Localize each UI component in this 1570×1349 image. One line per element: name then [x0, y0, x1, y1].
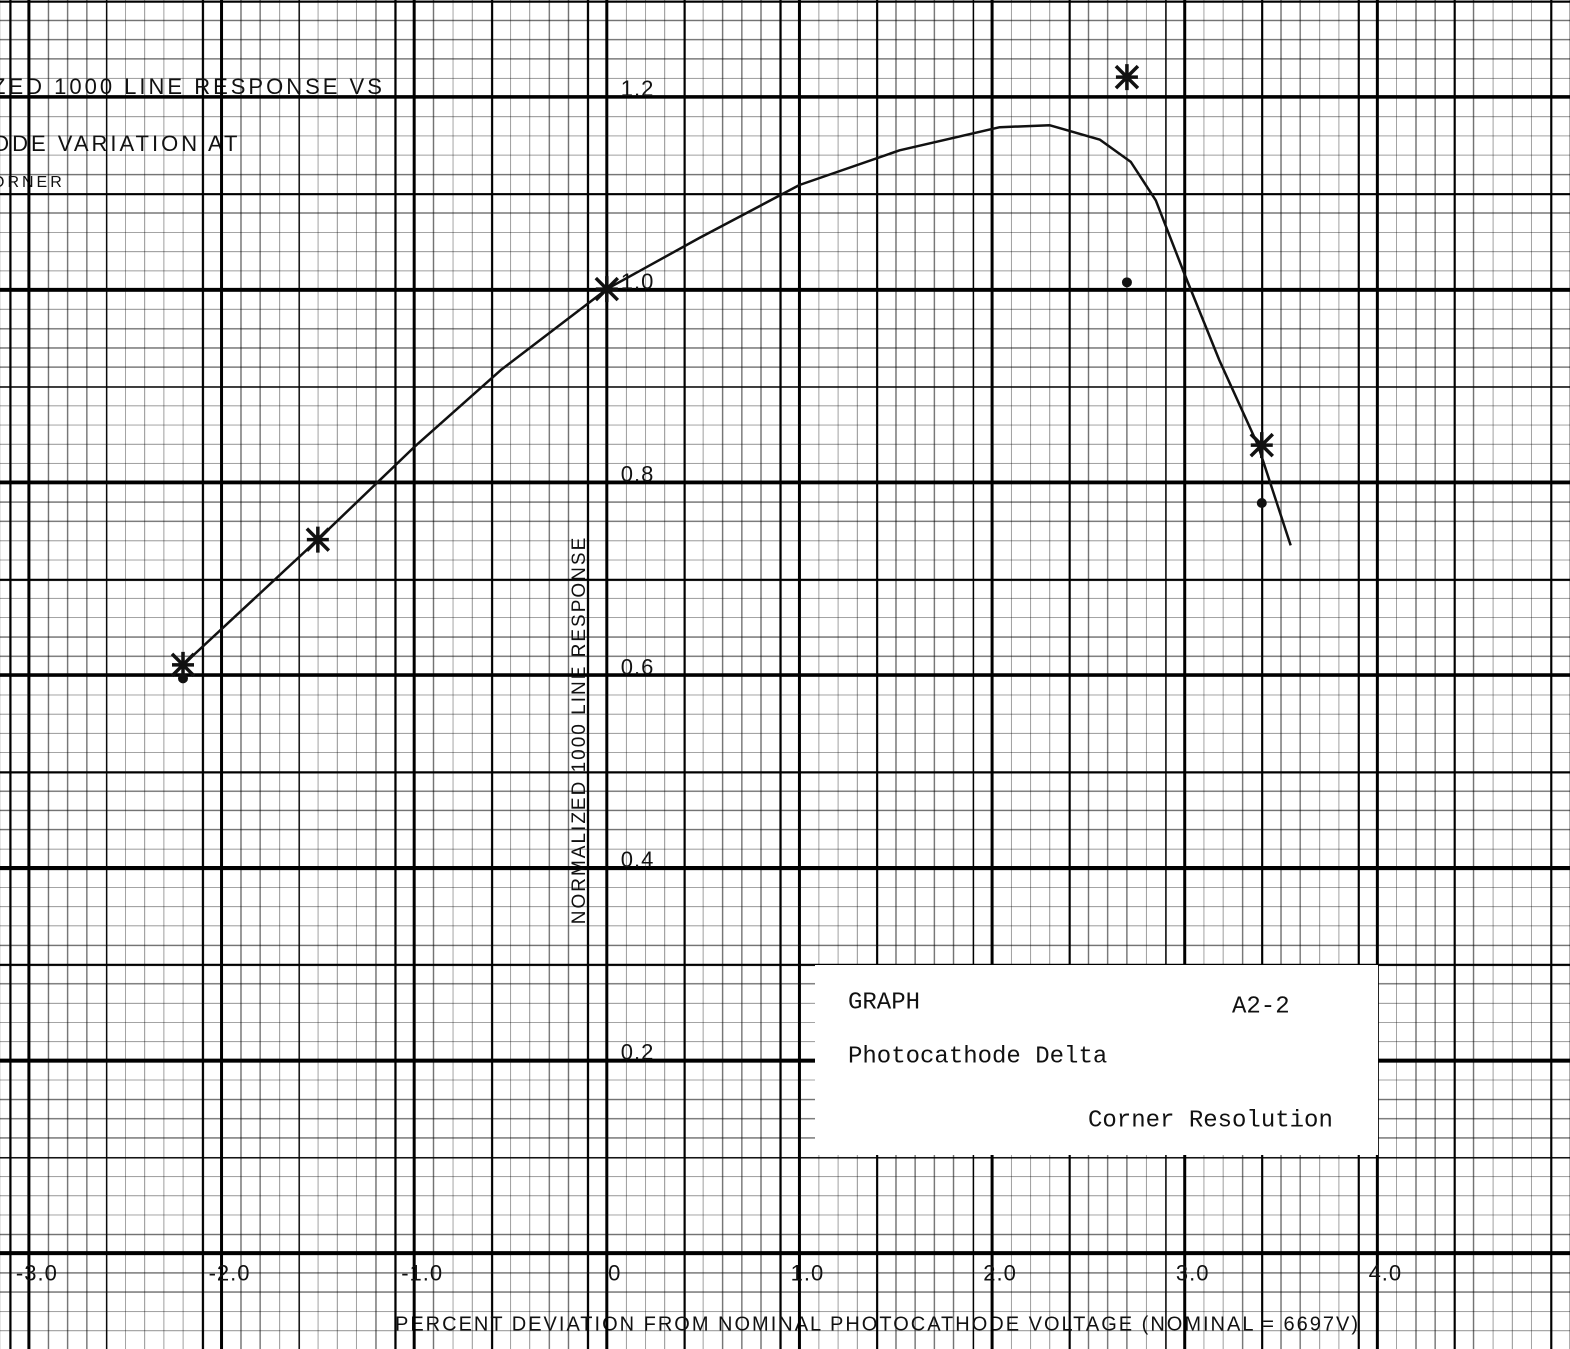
x-tick-label: 0	[608, 1260, 621, 1285]
page: ZED 1000 LINE RESPONSE VS ODE VARIATION …	[0, 0, 1570, 1349]
y-tick-label: 0.2	[621, 1040, 655, 1065]
chart-title: ORNER	[0, 174, 65, 191]
x-tick-label: 2.0	[983, 1260, 1017, 1285]
y-tick-label: 0.4	[621, 847, 655, 872]
x-axis-label: PERCENT DEVIATION FROM NOMINAL PHOTOCATH…	[395, 1313, 1360, 1335]
box-caption: Corner Resolution	[1088, 1107, 1333, 1134]
box-subject: Photocathode Delta	[848, 1043, 1107, 1070]
chart-title: ZED 1000 LINE RESPONSE VS	[0, 74, 385, 99]
dot-marker	[1257, 498, 1267, 508]
x-tick-label: 3.0	[1176, 1260, 1210, 1285]
x-tick-label: 4.0	[1369, 1260, 1403, 1285]
y-tick-label: 0.8	[621, 462, 655, 487]
y-tick-label: 0.6	[621, 654, 655, 679]
box-label: GRAPH	[848, 989, 920, 1016]
x-tick-label: -3.0	[16, 1260, 58, 1285]
star-marker	[596, 276, 618, 302]
dot-marker	[178, 673, 188, 683]
curve	[183, 125, 1291, 665]
star-marker	[307, 527, 329, 553]
box-number: A2-2	[1232, 993, 1290, 1020]
chart-title: ODE VARIATION AT	[0, 131, 240, 156]
star-marker	[1251, 432, 1273, 458]
y-tick-label: 1.2	[621, 76, 655, 101]
dot-marker	[1122, 277, 1132, 287]
x-tick-label: -2.0	[209, 1260, 251, 1285]
chart: ZED 1000 LINE RESPONSE VS ODE VARIATION …	[0, 0, 1570, 1349]
x-tick-label: 1.0	[791, 1260, 825, 1285]
star-marker	[1116, 64, 1138, 90]
x-tick-label: -1.0	[401, 1260, 443, 1285]
